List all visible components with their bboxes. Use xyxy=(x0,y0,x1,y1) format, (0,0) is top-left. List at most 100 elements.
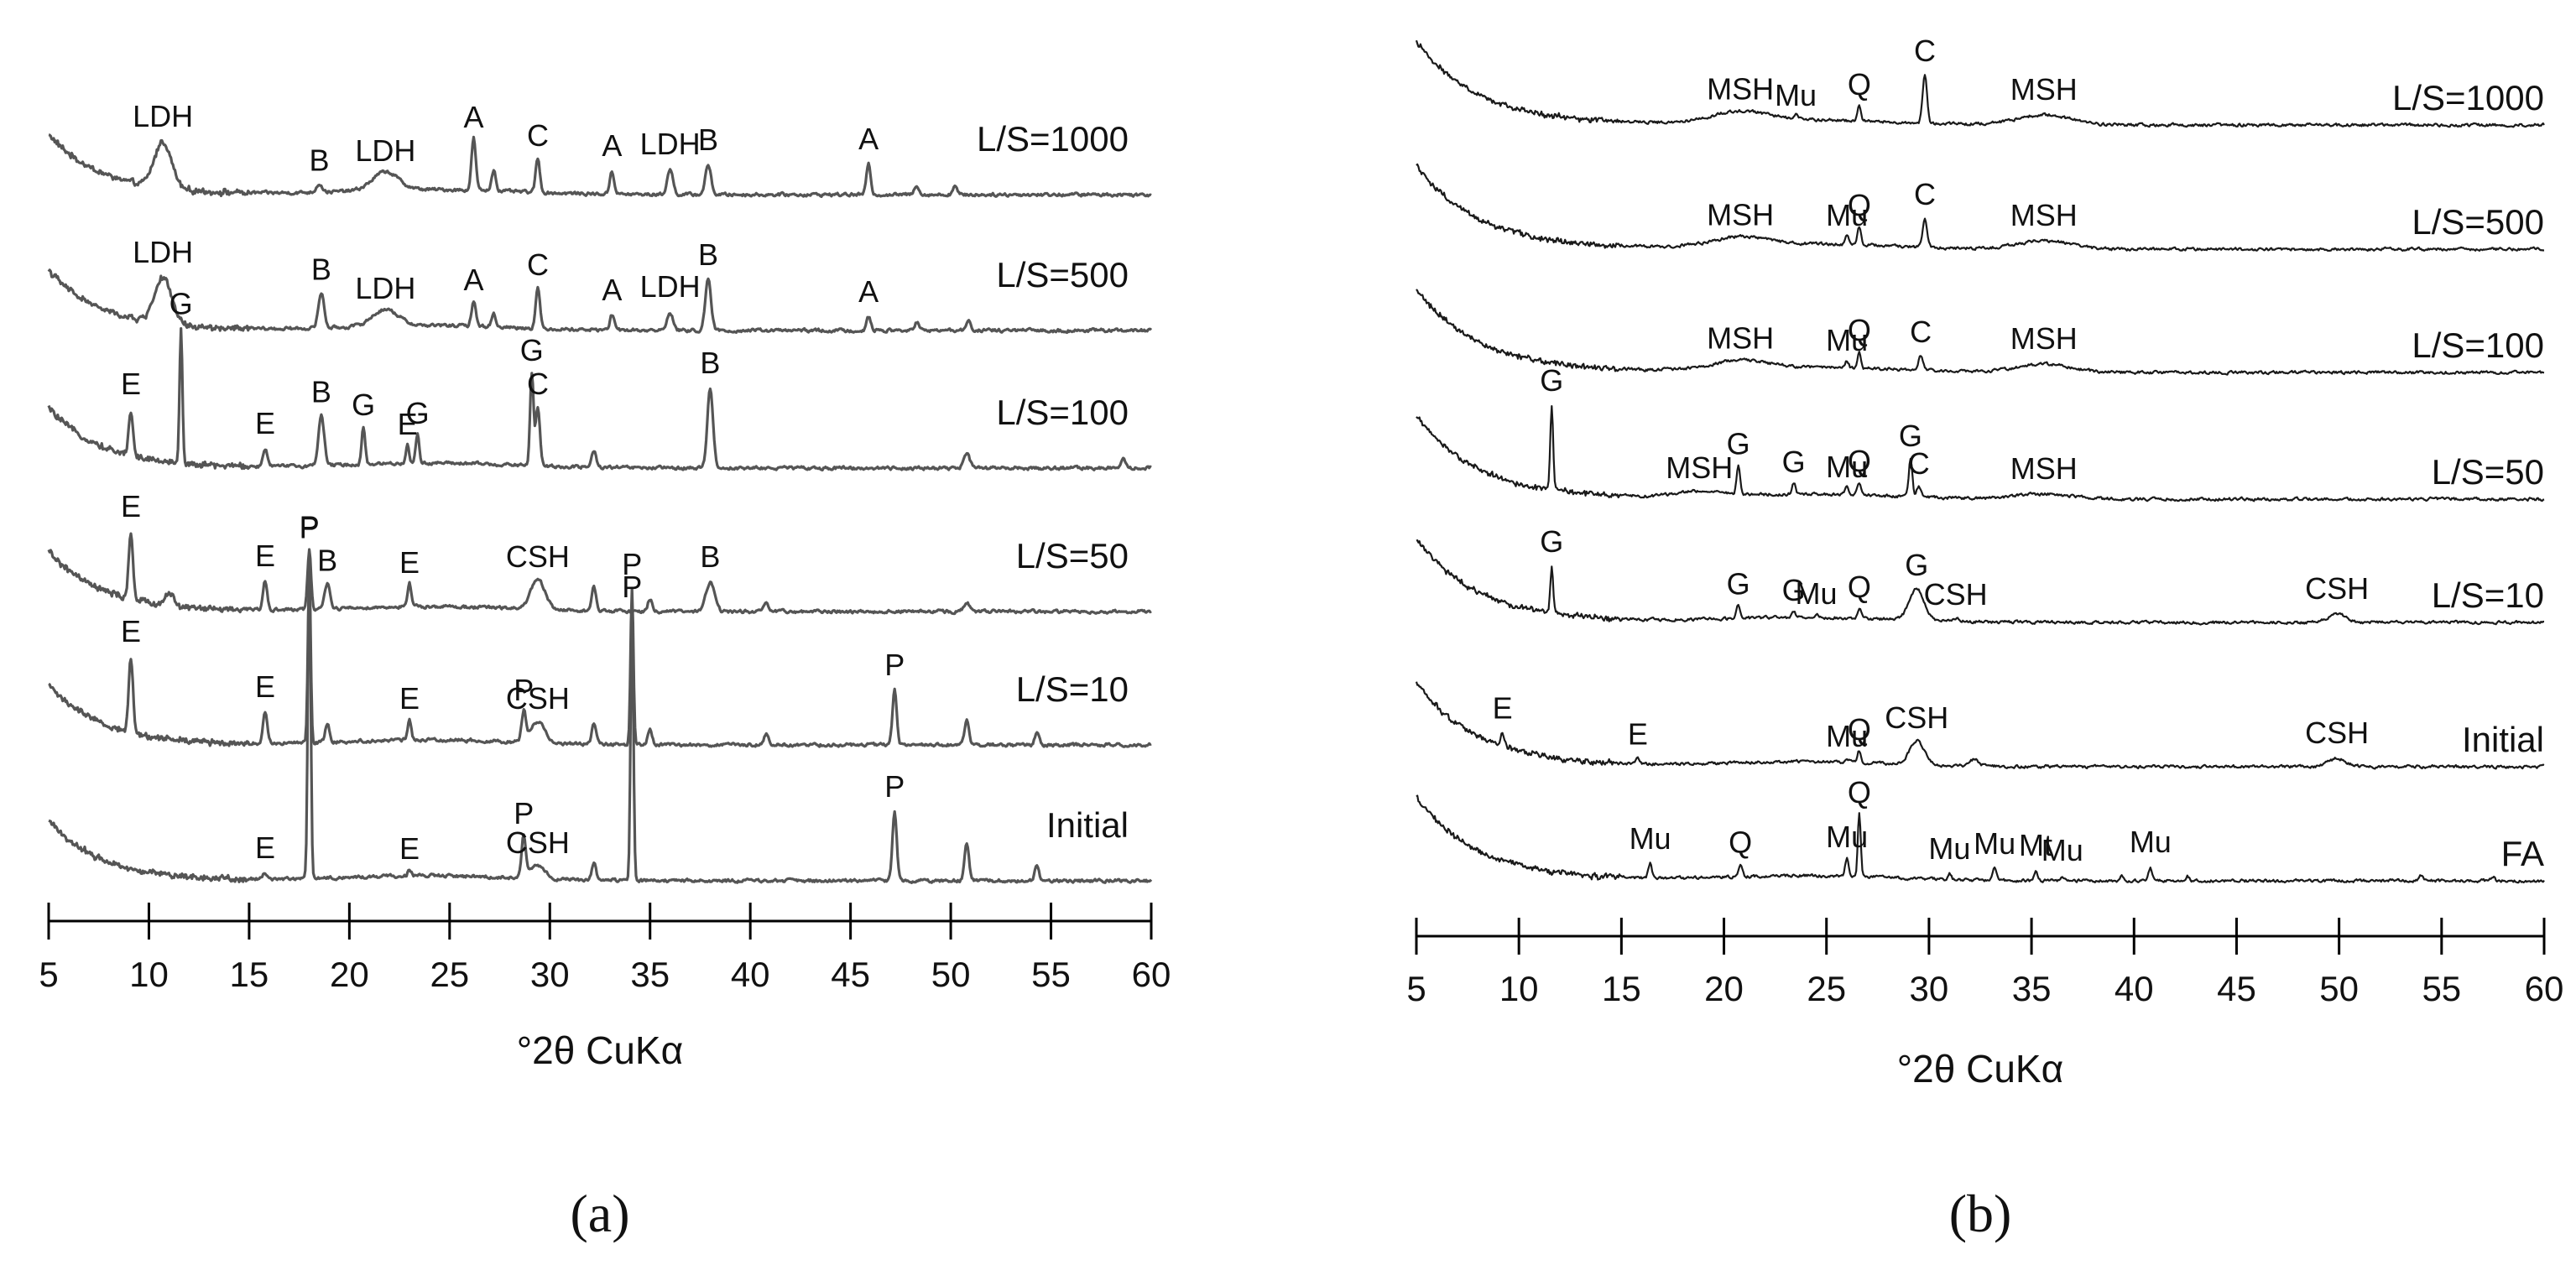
peak-label: E xyxy=(399,545,420,580)
series-curve xyxy=(1416,405,2545,502)
x-tick-label: 40 xyxy=(2115,969,2154,1008)
peak-label: E xyxy=(255,669,275,704)
peak-label: C xyxy=(527,118,549,153)
peak-label: E xyxy=(121,367,141,401)
series-name-label: L/S=50 xyxy=(2432,452,2544,492)
x-tick-label: 55 xyxy=(2422,969,2461,1008)
peak-label: P xyxy=(622,547,642,581)
peak-label: Mu xyxy=(1826,198,1868,232)
x-tick-label: 15 xyxy=(230,955,269,994)
peak-label: Q xyxy=(1729,825,1752,859)
peak-label: Mu xyxy=(1775,78,1817,112)
panel-a-x-axis-title: °2θ CuKα xyxy=(517,1028,683,1072)
peak-label: C xyxy=(527,247,549,282)
peak-label: MSH xyxy=(2010,198,2078,232)
peak-label: MSH xyxy=(2010,451,2078,486)
series-curve xyxy=(47,268,1153,335)
peak-label: A xyxy=(463,100,483,134)
peak-label: C xyxy=(1908,446,1930,481)
peak-label: Mu xyxy=(1826,323,1868,357)
peak-label: P xyxy=(300,510,320,544)
peak-label: C xyxy=(527,367,549,401)
peak-label: E xyxy=(1628,716,1648,751)
x-tick-label: 10 xyxy=(129,955,169,994)
peak-label: G xyxy=(1540,524,1563,559)
peak-label: CSH xyxy=(506,681,570,716)
peak-label: A xyxy=(602,128,622,163)
peak-label: MSH xyxy=(1666,450,1733,485)
peak-label: G xyxy=(1782,573,1806,607)
peak-label: P xyxy=(884,648,905,682)
peak-label: P xyxy=(622,570,642,604)
x-tick-label: 25 xyxy=(430,955,469,994)
peak-label: G xyxy=(406,396,430,430)
peak-label: Mu xyxy=(1928,831,1970,866)
x-tick-label: 40 xyxy=(731,955,770,994)
x-tick-label: 35 xyxy=(2012,969,2052,1008)
peak-label: Q xyxy=(1848,188,1871,222)
peak-label: A xyxy=(463,263,483,297)
peak-label: A xyxy=(602,273,622,307)
series-name-label: L/S=1000 xyxy=(977,119,1129,159)
peak-label: Q xyxy=(1848,444,1871,478)
peak-label: G xyxy=(520,333,544,367)
x-tick-label: 5 xyxy=(39,955,58,994)
peak-label: B xyxy=(311,375,331,409)
x-tick-label: 30 xyxy=(1910,969,1949,1008)
series-curve xyxy=(1415,681,2545,770)
peak-label: E xyxy=(398,407,418,441)
peak-label: Q xyxy=(1848,313,1871,347)
series-curve xyxy=(1416,163,2545,252)
series-name-label: Initial xyxy=(1046,805,1129,845)
peak-label: C xyxy=(1914,177,1936,211)
peak-label: B xyxy=(317,544,337,578)
peak-label: MSH xyxy=(2010,321,2078,356)
x-tick-label: 25 xyxy=(1807,969,1846,1008)
peak-label: Mu xyxy=(1630,821,1671,856)
peak-label: E xyxy=(399,681,420,716)
peak-label: CSH xyxy=(506,539,570,574)
panel-b-ticks: 5 10 15 20 25 30 35 40 45 50 55 60 xyxy=(1406,918,2563,1008)
peak-label: Mu xyxy=(1826,719,1868,753)
peak-label: P xyxy=(884,769,905,804)
peak-label: C xyxy=(1910,315,1932,349)
x-tick-label: 20 xyxy=(1704,969,1744,1008)
peak-label: E xyxy=(255,539,275,573)
peak-label: CSH xyxy=(506,825,570,860)
peak-label: Mu xyxy=(1974,826,2015,861)
peak-label: G xyxy=(352,388,375,422)
peak-label: Mu xyxy=(2042,833,2083,867)
peak-label: C xyxy=(1914,34,1936,68)
peak-label: Q xyxy=(1848,712,1871,747)
peak-label: Q xyxy=(1848,570,1871,604)
series-name-label: L/S=500 xyxy=(2412,202,2544,242)
peak-label: MSH xyxy=(1707,71,1774,106)
peak-label: E xyxy=(1493,690,1513,725)
panel-b-curves xyxy=(1415,39,2545,884)
series-curve xyxy=(1416,794,2545,884)
series-curve xyxy=(1416,539,2545,626)
peak-label: CSH xyxy=(2305,571,2369,606)
series-curve xyxy=(47,532,1152,616)
peak-label: E xyxy=(255,406,275,440)
peak-label: B xyxy=(700,539,720,574)
series-curve xyxy=(48,550,1153,884)
x-tick-label: 10 xyxy=(1499,969,1539,1008)
peak-label: B xyxy=(698,237,718,272)
peak-label: Q xyxy=(1848,775,1871,809)
peak-label: P xyxy=(514,796,534,830)
x-tick-label: 55 xyxy=(1031,955,1071,994)
peak-label: LDH xyxy=(355,271,415,305)
x-tick-label: 30 xyxy=(530,955,570,994)
peak-label: Mu xyxy=(1796,576,1838,611)
peak-label: LDH xyxy=(133,99,193,133)
peak-label: Mt xyxy=(2019,828,2052,862)
peak-label: Mu xyxy=(1826,820,1868,854)
series-curve xyxy=(1415,39,2545,128)
panel-b-x-axis-title: °2θ CuKα xyxy=(1897,1047,2063,1091)
peak-label: G xyxy=(1727,426,1750,461)
peak-label: E xyxy=(399,831,420,866)
